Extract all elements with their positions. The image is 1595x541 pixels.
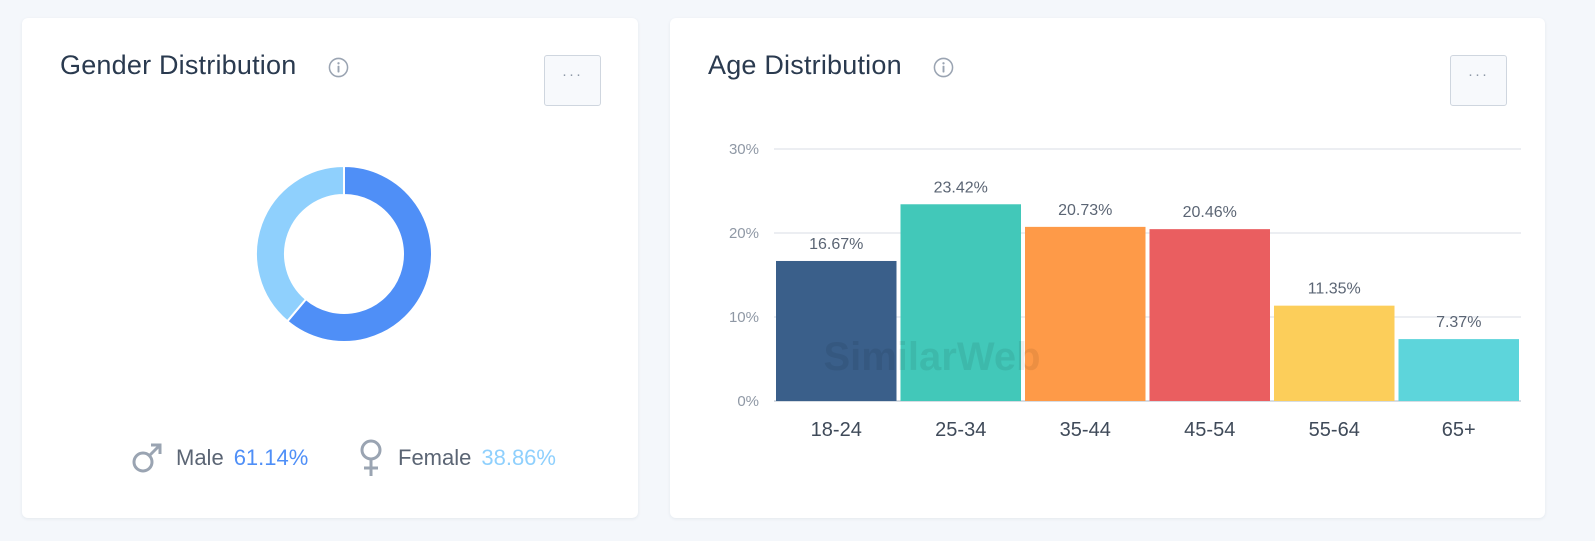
x-tick-label: 18-24 <box>811 419 862 441</box>
x-tick-label: 65+ <box>1442 419 1476 441</box>
age-card-title: Age Distribution <box>708 50 902 80</box>
x-tick-label: 25-34 <box>935 419 986 441</box>
legend-female-label: Female <box>398 445 472 470</box>
info-icon[interactable] <box>933 57 954 78</box>
gender-distribution-card: Gender Distribution ··· Male 61.14% Fema… <box>22 18 638 518</box>
more-options-button[interactable]: ··· <box>1450 55 1507 106</box>
bar-55-64[interactable] <box>1274 305 1395 401</box>
bar-value-label: 20.73% <box>1058 202 1112 219</box>
bar-value-label: 16.67% <box>809 236 863 253</box>
bars-group <box>776 204 1519 401</box>
watermark-logo: SimilarWeb <box>823 335 1040 379</box>
legend-female: Female 38.86% <box>356 438 556 478</box>
y-tick-label: 30% <box>729 141 759 158</box>
gender-donut-chart <box>255 164 433 343</box>
x-tick-label: 55-64 <box>1309 419 1360 441</box>
info-icon[interactable] <box>328 57 349 78</box>
bar-value-label: 7.37% <box>1436 314 1481 331</box>
y-tick-label: 10% <box>729 309 759 326</box>
bar-65+[interactable] <box>1398 339 1520 401</box>
bar-value-label: 23.42% <box>934 179 988 196</box>
y-tick-label: 20% <box>729 225 759 242</box>
legend-female-value: 38.86% <box>481 445 556 470</box>
bar-value-label: 20.46% <box>1183 204 1237 221</box>
bar-45-54[interactable] <box>1149 229 1271 401</box>
legend-male-value: 61.14% <box>233 445 309 470</box>
donut-slice-male[interactable] <box>285 164 433 343</box>
more-options-button[interactable]: ··· <box>544 55 601 106</box>
age-bar-chart: 0% 10% 20% 30% 16.67% 18-24 23.42% 25-34 20.73% 3… <box>729 141 1521 441</box>
donut-slice-female[interactable] <box>255 164 345 323</box>
female-icon <box>360 439 382 476</box>
age-distribution-card: Age Distribution ··· 0% 10% 20% 30% 16.67% 18… <box>670 18 1545 518</box>
legend-male: Male 61.14% <box>130 438 308 478</box>
bar-35-44[interactable] <box>1025 226 1146 401</box>
bar-25-34[interactable] <box>900 204 1022 401</box>
male-icon <box>132 443 162 473</box>
bar-18-24[interactable] <box>776 260 897 401</box>
y-tick-label: 0% <box>737 393 759 410</box>
legend-male-label: Male <box>176 445 224 470</box>
bar-value-label: 11.35% <box>1308 281 1361 298</box>
x-tick-label: 35-44 <box>1060 419 1111 441</box>
x-tick-label: 45-54 <box>1184 419 1235 441</box>
gender-card-title: Gender Distribution <box>60 50 297 80</box>
